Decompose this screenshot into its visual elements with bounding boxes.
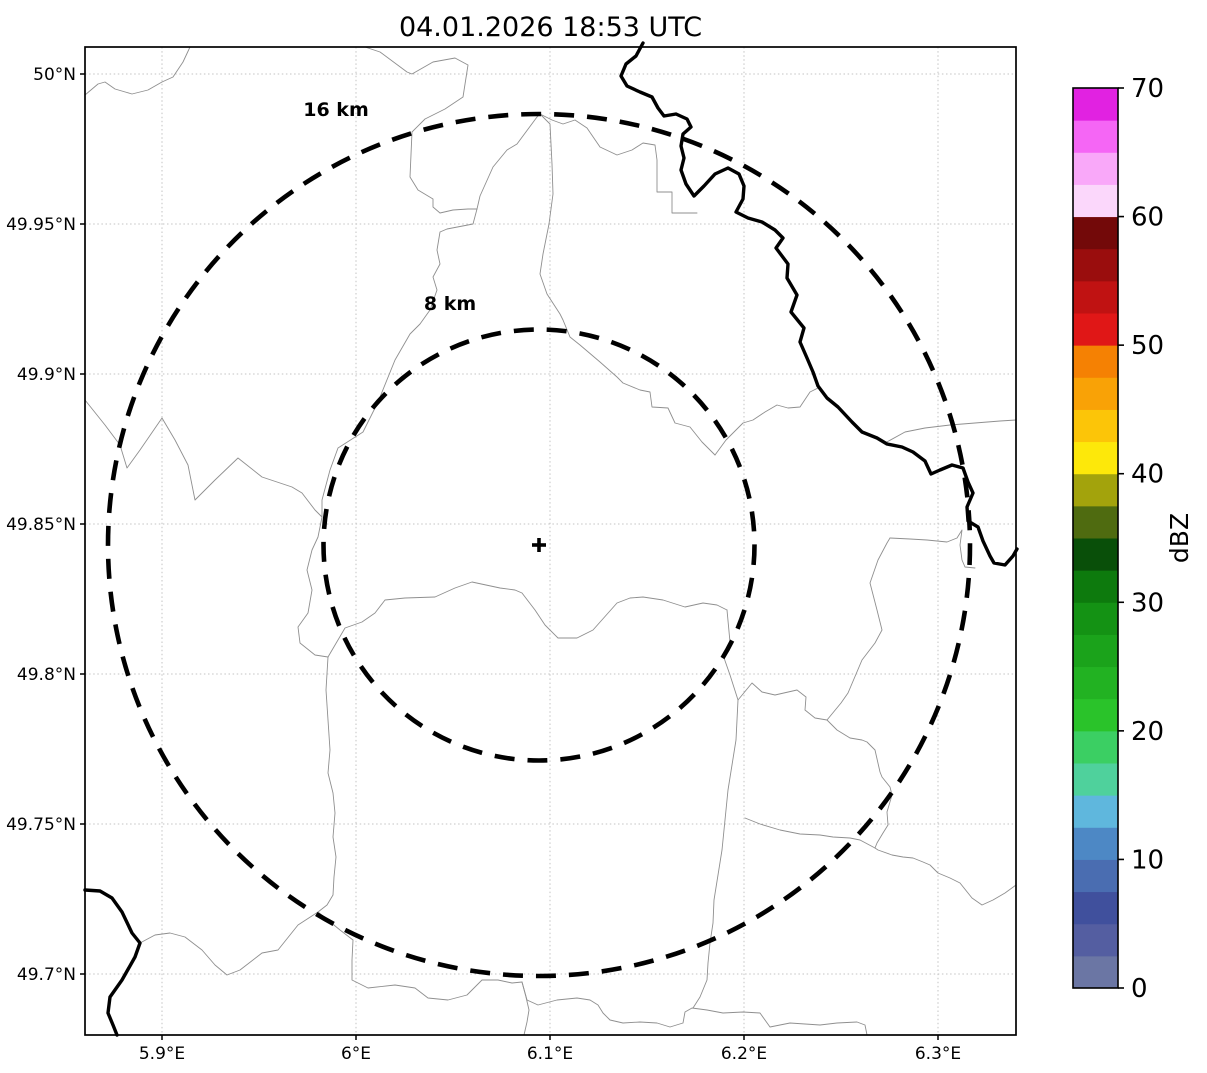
y-tick-label-4: 49.8°N xyxy=(17,665,76,685)
colorbar-tick-label-2: 20 xyxy=(1131,717,1164,747)
colorbar-outline xyxy=(1072,87,1119,989)
boundary-line-17 xyxy=(744,817,876,849)
colorbar-segment-12 xyxy=(1073,570,1118,603)
boundary-line-13 xyxy=(737,682,828,721)
boundary-line-5 xyxy=(297,516,329,658)
range-ring-label-16km: 16 km xyxy=(303,99,369,121)
y-tick-label-3: 49.85°N xyxy=(6,515,76,535)
colorbar-segment-23 xyxy=(1073,216,1118,250)
boundary-line-22 xyxy=(884,419,1017,444)
boundary-line-21 xyxy=(714,387,819,456)
colorbar-segment-2 xyxy=(1073,891,1118,925)
range-ring-8km xyxy=(321,327,757,763)
colorbar-segment-1 xyxy=(1073,923,1118,957)
colorbar-segment-27 xyxy=(1073,88,1118,121)
boundary-line-14 xyxy=(826,537,891,721)
colorbar-tick-label-5: 50 xyxy=(1131,331,1164,361)
boundary-line-12 xyxy=(692,609,739,1009)
colorbar-segment-25 xyxy=(1073,152,1118,185)
boundary-line-8 xyxy=(139,911,319,976)
boundary-line-20 xyxy=(539,113,716,456)
range-ring-label-8km: 8 km xyxy=(424,293,476,315)
range-ring-16km xyxy=(105,111,973,979)
figure-title: 04.01.2026 18:53 UTC xyxy=(399,12,702,43)
colorbar-segment-13 xyxy=(1073,538,1118,571)
boundary-line-19 xyxy=(539,113,698,214)
colorbar-segment-19 xyxy=(1073,345,1118,378)
colorbar-segment-20 xyxy=(1073,313,1118,346)
boundary-line-4 xyxy=(84,399,323,518)
boundary-line-2 xyxy=(476,113,541,210)
boundary-line-18 xyxy=(874,847,1017,906)
boundary-line-7 xyxy=(317,656,337,913)
colorbar-segment-24 xyxy=(1073,184,1118,218)
x-tick-label-1: 6°E xyxy=(341,1044,371,1064)
colorbar-segment-17 xyxy=(1073,409,1118,443)
colorbar-segment-8 xyxy=(1073,698,1118,732)
y-tick-label-6: 49.7°N xyxy=(17,965,76,985)
colorbar-segment-0 xyxy=(1073,955,1118,989)
colorbar-tick-label-4: 40 xyxy=(1131,460,1164,490)
colorbar-segment-7 xyxy=(1073,730,1118,764)
y-tick-label-2: 49.9°N xyxy=(17,365,76,385)
colorbar-tick-label-7: 70 xyxy=(1131,74,1164,104)
x-tick-label-3: 6.2°E xyxy=(721,1044,767,1064)
colorbar-segment-3 xyxy=(1073,859,1118,893)
y-tick-label-1: 49.95°N xyxy=(6,215,76,235)
boundary-line-11 xyxy=(521,981,868,1036)
boundary-line-16 xyxy=(826,719,893,849)
colorbar-tick-label-0: 0 xyxy=(1131,974,1148,1004)
boundary-line-1 xyxy=(364,46,478,214)
boundary-line-3 xyxy=(321,208,478,518)
colorbar-segment-18 xyxy=(1073,377,1118,410)
colorbar-segment-15 xyxy=(1073,473,1118,507)
boundary-line-6 xyxy=(327,581,728,658)
colorbar-segment-16 xyxy=(1073,441,1118,475)
colorbar-segment-10 xyxy=(1073,634,1118,668)
colorbar-segment-6 xyxy=(1073,763,1118,796)
boundary-line-10 xyxy=(521,981,530,1036)
boundary-line-9 xyxy=(317,911,523,1001)
x-tick-label-2: 6.1°E xyxy=(527,1044,573,1064)
colorbar-segment-9 xyxy=(1073,666,1118,700)
colorbar-segment-4 xyxy=(1073,827,1118,860)
colorbar-tick-label-1: 10 xyxy=(1131,845,1164,875)
border-segment-line xyxy=(83,888,142,1037)
y-tick-label-0: 50°N xyxy=(33,65,76,85)
colorbar-segment-22 xyxy=(1073,248,1118,282)
colorbar-segment-26 xyxy=(1073,120,1118,153)
x-tick-label-0: 5.9°E xyxy=(139,1044,185,1064)
boundary-line-0 xyxy=(84,46,191,96)
colorbar-segment-21 xyxy=(1073,280,1118,314)
river-border-line xyxy=(619,41,1019,567)
colorbar-segment-5 xyxy=(1073,795,1118,828)
y-tick-label-5: 49.75°N xyxy=(6,815,76,835)
boundary-line-15 xyxy=(889,529,976,569)
colorbar-segment-11 xyxy=(1073,602,1118,635)
x-tick-label-4: 6.3°E xyxy=(915,1044,961,1064)
colorbar-tick-label-6: 60 xyxy=(1131,203,1164,233)
colorbar-axis-label: dBZ xyxy=(1165,513,1194,563)
colorbar-tick-label-3: 30 xyxy=(1131,588,1164,618)
colorbar-segment-14 xyxy=(1073,505,1118,539)
